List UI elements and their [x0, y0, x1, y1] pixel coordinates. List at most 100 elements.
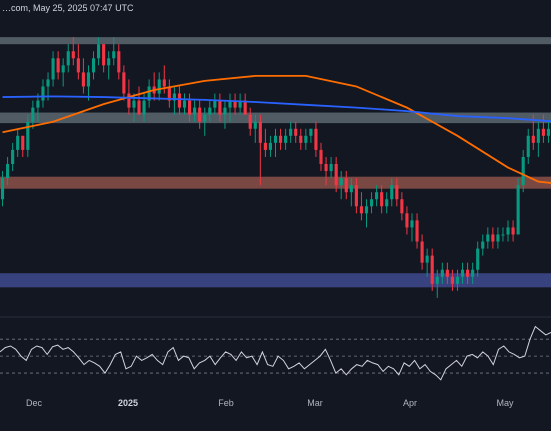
candle-body [112, 51, 116, 59]
candle-body [491, 234, 495, 242]
candle-body [127, 93, 131, 108]
candle-body [0, 178, 5, 200]
candle-body [455, 276, 460, 284]
candle-body [122, 72, 126, 94]
candle-body [102, 44, 106, 66]
candle-body [142, 100, 146, 115]
candle-body [309, 128, 313, 136]
candle-body [208, 107, 212, 115]
candle-body [334, 164, 338, 186]
candle-body [380, 192, 384, 207]
candle-body [531, 135, 535, 143]
candle-body [86, 72, 91, 87]
candle-body [496, 234, 500, 242]
x-tick-label: May [496, 398, 514, 408]
rsi-line [0, 325, 551, 381]
candle-body [147, 86, 151, 101]
support-resistance-zones [0, 37, 551, 288]
candle-body [486, 234, 490, 242]
candle-body [157, 79, 161, 94]
candle-body [258, 121, 262, 143]
candle-body [172, 93, 176, 101]
candle-body [162, 79, 166, 87]
candle-body [329, 164, 333, 172]
candle-body [385, 199, 389, 207]
candle-body [71, 51, 75, 59]
candle-body [238, 100, 242, 108]
candle-body [107, 58, 111, 66]
moving-average-line-0 [2, 75, 551, 184]
candle-body [273, 135, 278, 143]
candle-body [6, 164, 10, 179]
candle-body [324, 164, 328, 172]
candle-body [450, 276, 454, 284]
candle-body [193, 107, 197, 115]
x-axis: Dec 2025 Feb Mar Apr May [26, 398, 514, 408]
candle-body [546, 128, 551, 136]
candle-body [51, 58, 55, 80]
x-tick-label: Apr [403, 398, 417, 408]
candle-body [481, 241, 485, 249]
candle-body [319, 149, 323, 164]
zone-band-1 [0, 112, 551, 124]
moving-average-line-1 [2, 95, 551, 123]
candle-body [66, 51, 70, 66]
zone-band-0 [0, 37, 551, 45]
candle-body [526, 135, 530, 157]
candle-body [97, 44, 101, 59]
candle-body [31, 107, 35, 122]
candle-body [46, 79, 50, 87]
candle-body [299, 135, 303, 143]
candle-body [61, 65, 65, 73]
x-tick-label: 2025 [118, 398, 138, 408]
candle-body [41, 86, 45, 101]
candle-body [137, 100, 141, 115]
candle-body [177, 93, 182, 108]
candle-body [521, 156, 525, 186]
candle-body [36, 100, 40, 108]
candle-body [278, 135, 283, 143]
candle-body [16, 135, 20, 150]
candle-body [445, 269, 449, 277]
candle-body [218, 100, 222, 115]
candle-body [187, 100, 192, 115]
candle-body [395, 185, 399, 200]
candle-body [430, 255, 434, 284]
candle-body [243, 100, 247, 115]
candle-body [354, 185, 358, 207]
candle-body [511, 227, 515, 235]
candle-body [369, 199, 374, 207]
candle-body [213, 100, 217, 108]
candle-body [541, 128, 545, 136]
candle-body [410, 220, 414, 228]
candle-body [132, 100, 136, 108]
candle-body [420, 241, 424, 263]
candle-body [223, 107, 227, 115]
candle-body [228, 100, 232, 108]
candle-body [405, 213, 409, 228]
candle-body [248, 114, 252, 129]
candle-body [536, 128, 540, 143]
candlestick-series [0, 37, 551, 298]
candle-body [344, 178, 348, 193]
candle-body [440, 269, 444, 277]
candle-body [476, 248, 480, 270]
candle-body [349, 185, 353, 193]
x-tick-label: Feb [218, 398, 234, 408]
zone-band-3 [0, 273, 551, 288]
candle-body [76, 58, 80, 73]
candle-body [203, 114, 207, 122]
candle-body [289, 128, 293, 136]
candle-body [364, 206, 369, 214]
candle-body [359, 206, 364, 214]
zone-band-2 [0, 176, 551, 189]
candle-body [167, 86, 171, 101]
candle-body [390, 185, 394, 200]
candle-body [415, 220, 419, 242]
candle-body [314, 128, 318, 150]
candle-body [400, 199, 404, 214]
candle-body [304, 135, 308, 143]
header-text: …com, May 25, 2025 07:47 UTC [2, 3, 134, 13]
candle-body [117, 51, 121, 73]
